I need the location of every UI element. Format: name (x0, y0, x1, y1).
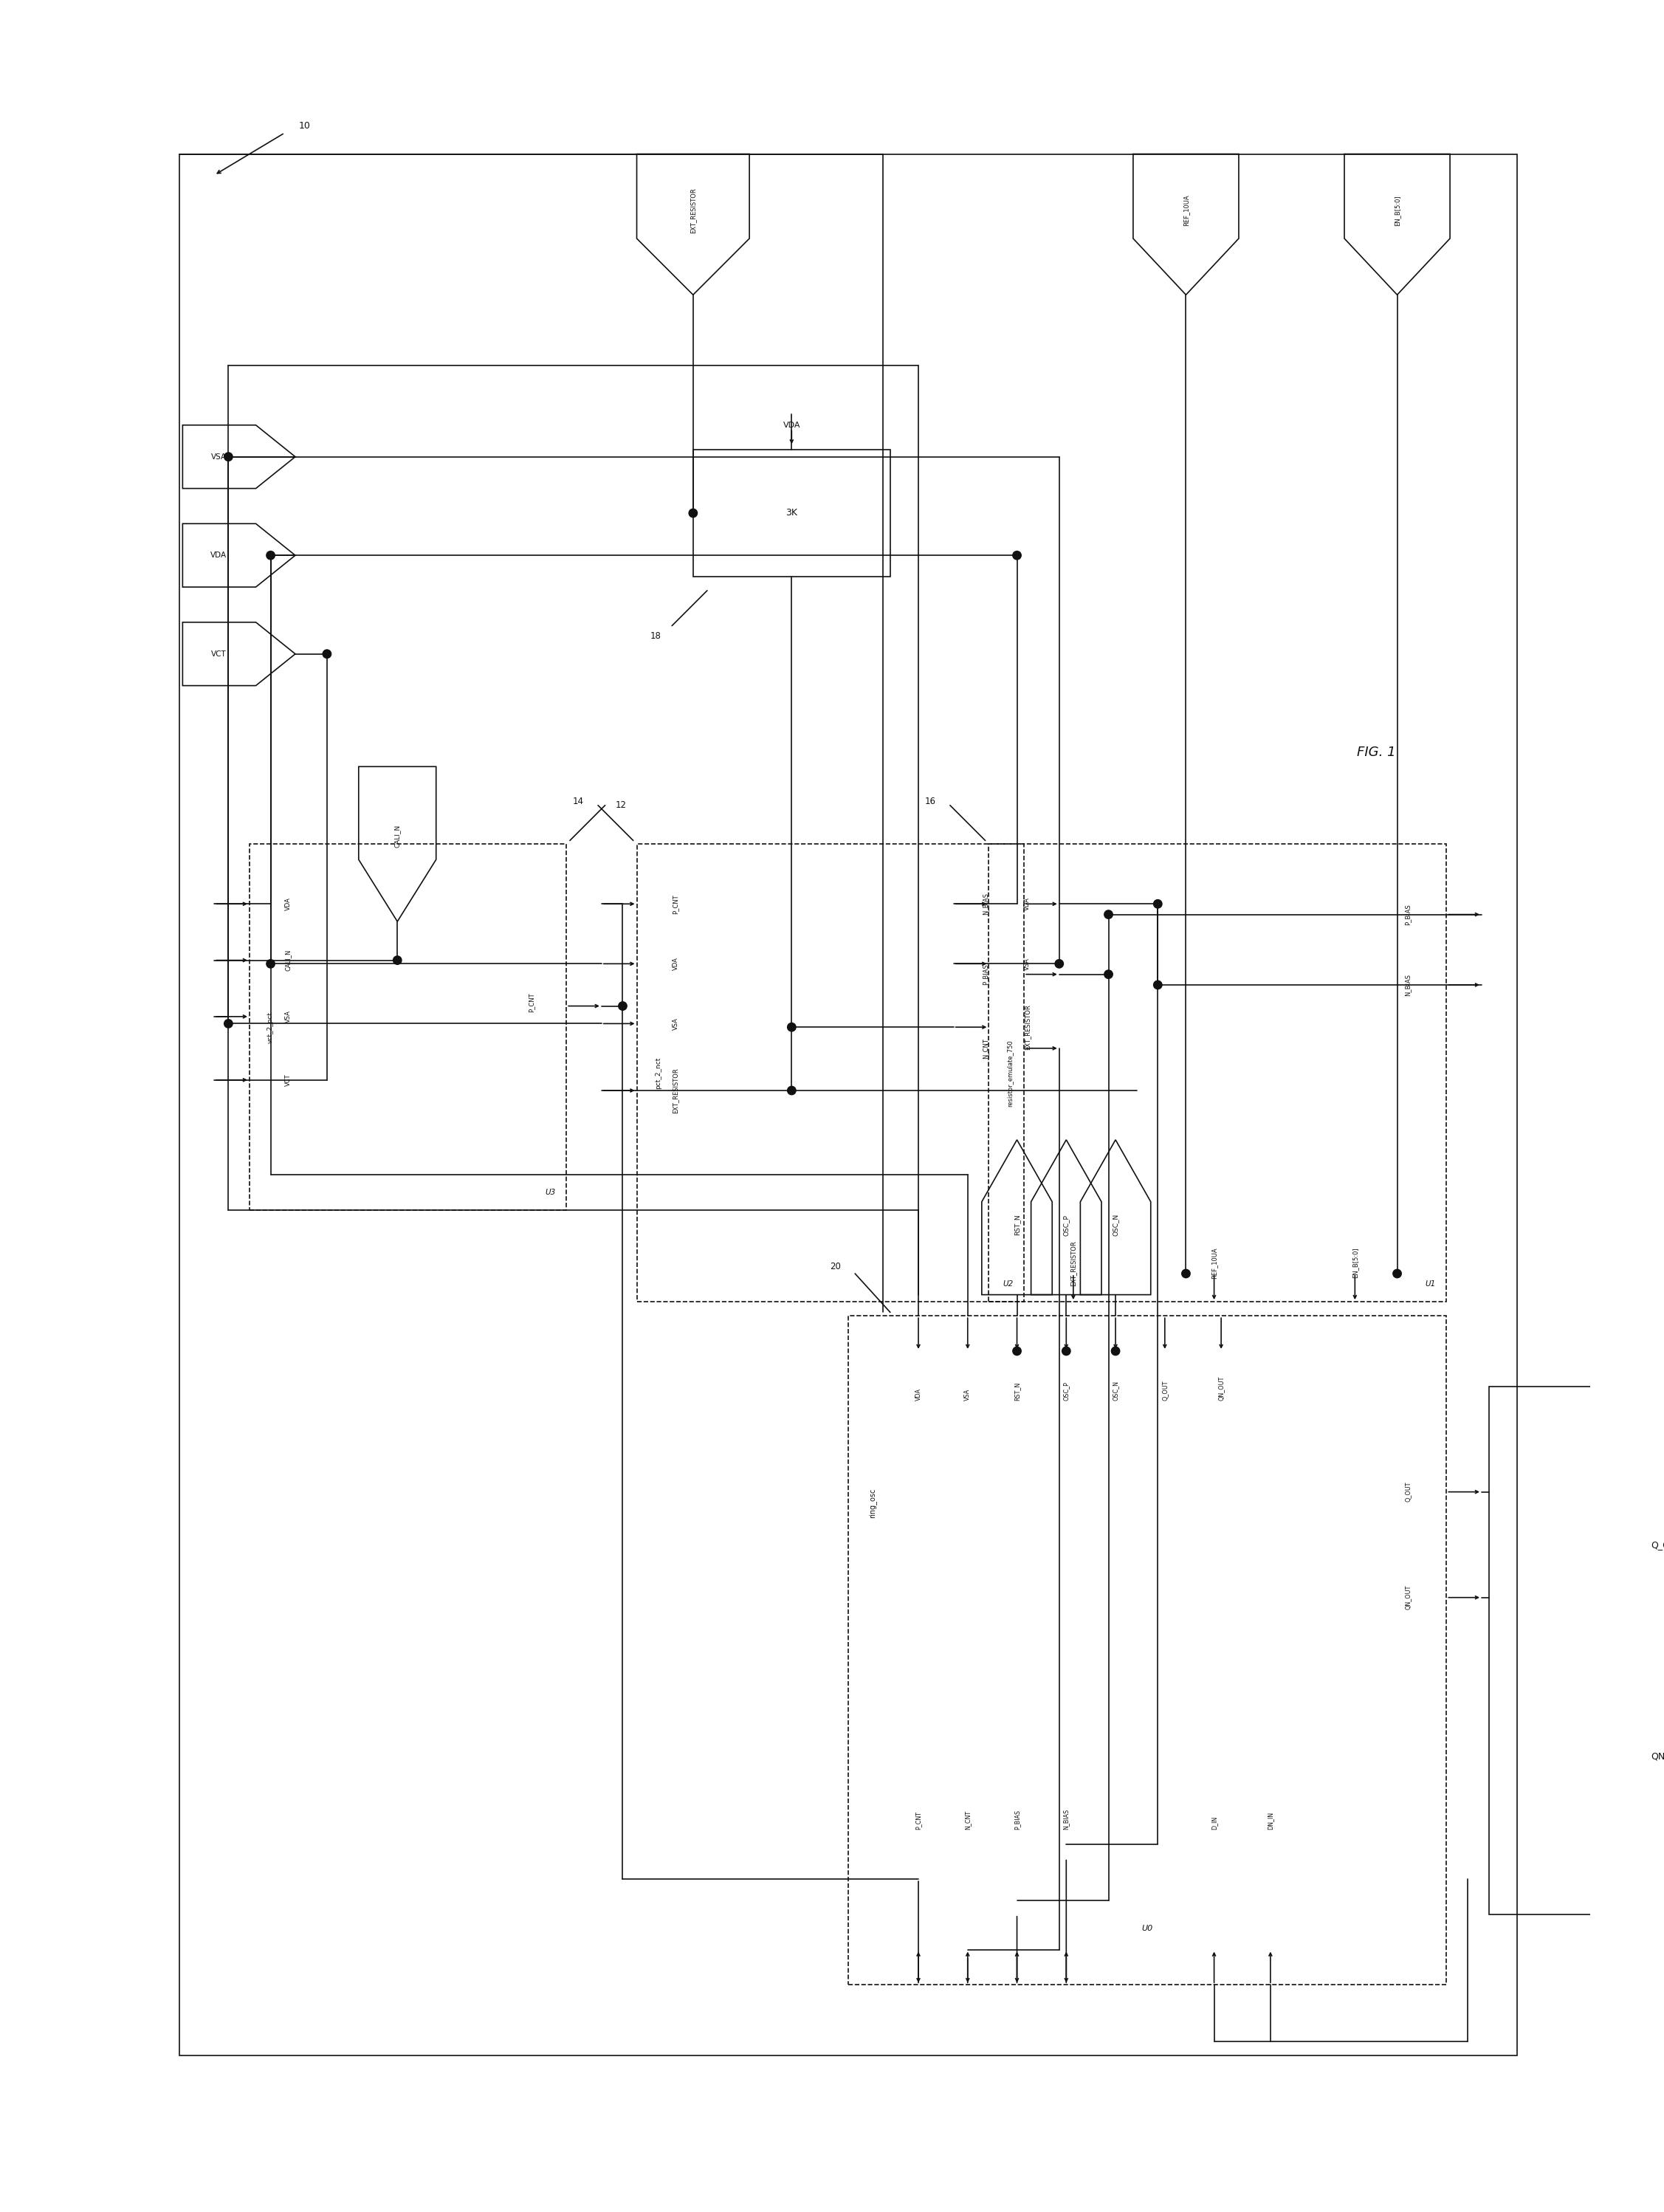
Text: 18: 18 (651, 633, 661, 641)
Bar (1489, 1387, 1629, 1913)
Text: VDA: VDA (211, 551, 226, 560)
Text: OSC_P: OSC_P (1063, 1214, 1070, 1237)
Text: VDA: VDA (784, 422, 800, 429)
Circle shape (1013, 1347, 1022, 1356)
Bar (250, 845, 566, 1210)
Text: VCT: VCT (285, 1073, 291, 1086)
Text: EN_B[5:0]: EN_B[5:0] (1351, 1248, 1358, 1279)
Text: EN_B[5:0]: EN_B[5:0] (1394, 195, 1401, 226)
Text: VSA: VSA (965, 1389, 972, 1400)
Circle shape (1112, 1347, 1120, 1356)
Bar (180, 155, 1518, 2055)
Text: U0: U0 (1142, 1924, 1153, 1931)
Text: U1: U1 (1426, 1281, 1436, 1287)
Circle shape (1393, 1270, 1401, 1279)
Text: REF_10UA: REF_10UA (1211, 1248, 1218, 1279)
Bar (637, 845, 1023, 1301)
Circle shape (1062, 1347, 1070, 1356)
Text: EXT_RESISTOR: EXT_RESISTOR (1070, 1241, 1077, 1285)
Text: QN_O: QN_O (1651, 1752, 1664, 1761)
Bar (694, 449, 890, 577)
Text: P_CNT: P_CNT (915, 1812, 922, 1829)
Text: P_BIAS: P_BIAS (1404, 905, 1411, 925)
Text: P_CNT: P_CNT (672, 894, 679, 914)
Text: EXT_RESISTOR: EXT_RESISTOR (1025, 1004, 1030, 1051)
Text: P_CNT: P_CNT (527, 993, 534, 1013)
Text: QN_OUT: QN_OUT (1218, 1376, 1225, 1400)
Circle shape (225, 453, 233, 460)
Text: 20: 20 (830, 1261, 840, 1272)
Circle shape (1055, 960, 1063, 969)
Circle shape (689, 509, 697, 518)
Text: U3: U3 (546, 1188, 556, 1197)
Text: vct_2_pct: vct_2_pct (268, 1011, 275, 1044)
Circle shape (1153, 980, 1161, 989)
Text: OSC_N: OSC_N (1112, 1214, 1118, 1237)
Text: OSC_N: OSC_N (1112, 1380, 1118, 1400)
Text: RST_N: RST_N (1013, 1382, 1020, 1400)
Text: VSA: VSA (211, 453, 226, 460)
Text: Q_OUT: Q_OUT (1161, 1380, 1168, 1400)
Text: FIG. 1: FIG. 1 (1356, 745, 1396, 759)
Circle shape (266, 551, 275, 560)
Text: VSA: VSA (672, 1018, 679, 1031)
Text: P_BIAS: P_BIAS (1013, 1809, 1020, 1829)
Circle shape (323, 650, 331, 659)
Text: 14: 14 (572, 796, 584, 807)
Text: CALI_N: CALI_N (285, 949, 291, 971)
Text: N_BIAS: N_BIAS (982, 894, 988, 916)
Circle shape (225, 1020, 233, 1029)
Circle shape (1105, 911, 1113, 918)
Text: REF_10UA: REF_10UA (1183, 195, 1190, 226)
Text: VDA: VDA (672, 958, 679, 971)
Text: 3K: 3K (785, 509, 797, 518)
Circle shape (1181, 1270, 1190, 1279)
Circle shape (619, 1002, 627, 1011)
Circle shape (393, 956, 401, 964)
Text: VSA: VSA (285, 1011, 291, 1022)
Text: N_BIAS: N_BIAS (1063, 1809, 1070, 1829)
Text: N_CNT: N_CNT (965, 1812, 972, 1829)
Text: VSA: VSA (1025, 958, 1030, 971)
Text: EXT_RESISTOR: EXT_RESISTOR (691, 188, 697, 232)
Text: Q_O: Q_O (1651, 1540, 1664, 1548)
Bar (849, 1316, 1446, 1984)
Text: N_BIAS: N_BIAS (1404, 973, 1411, 995)
Text: ring_osc: ring_osc (869, 1489, 877, 1517)
Text: VDA: VDA (285, 898, 291, 911)
Text: DN_IN: DN_IN (1266, 1812, 1273, 1829)
Circle shape (787, 1022, 795, 1031)
Circle shape (1153, 900, 1161, 909)
Text: 12: 12 (616, 801, 627, 810)
Text: N_CNT: N_CNT (982, 1037, 988, 1060)
Text: resistor_emulate_750: resistor_emulate_750 (1007, 1040, 1013, 1106)
Text: 16: 16 (925, 796, 935, 807)
Text: OSC_P: OSC_P (1063, 1380, 1070, 1400)
Circle shape (787, 1086, 795, 1095)
Text: CALI_N: CALI_N (394, 825, 401, 847)
Text: 10: 10 (300, 122, 311, 131)
Text: D_IN: D_IN (1211, 1816, 1218, 1829)
Text: RST_N: RST_N (1013, 1214, 1020, 1237)
Text: VDA: VDA (1025, 898, 1030, 911)
Circle shape (266, 960, 275, 969)
Circle shape (1013, 551, 1022, 560)
Text: QN_OUT: QN_OUT (1404, 1586, 1411, 1610)
Text: VCT: VCT (211, 650, 226, 657)
Circle shape (1105, 971, 1113, 978)
Bar (988, 845, 1446, 1301)
Text: U2: U2 (1003, 1281, 1013, 1287)
Text: pct_2_nct: pct_2_nct (654, 1057, 661, 1088)
Text: P_BIAS: P_BIAS (982, 964, 988, 984)
Text: Q_OUT: Q_OUT (1404, 1482, 1411, 1502)
Text: EXT_RESISTOR: EXT_RESISTOR (672, 1068, 679, 1113)
Text: VDA: VDA (915, 1387, 922, 1400)
